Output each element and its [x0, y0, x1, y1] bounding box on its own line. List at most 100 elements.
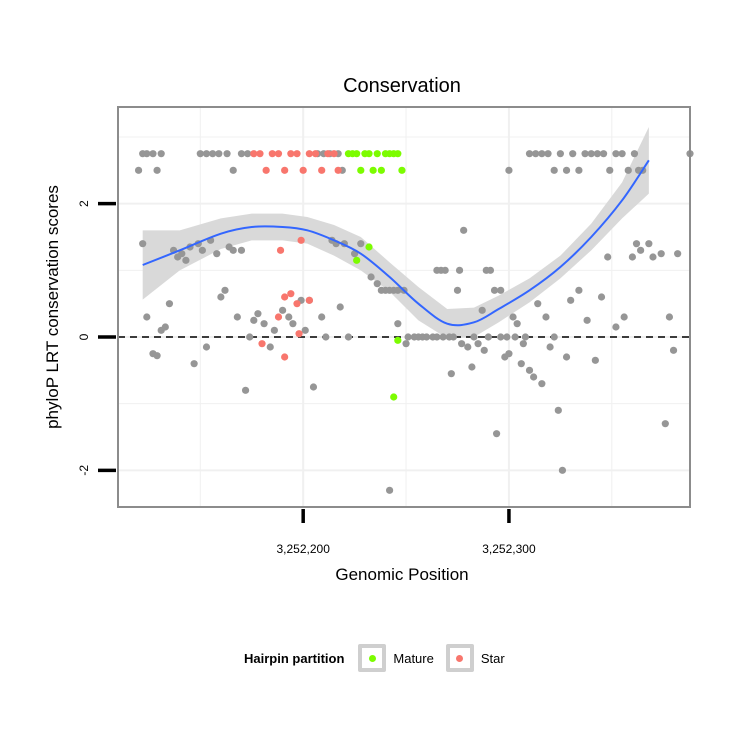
point-other — [260, 320, 268, 328]
point-other — [161, 323, 169, 331]
point-other — [567, 296, 575, 304]
point-other — [490, 286, 499, 294]
point-other — [233, 313, 241, 321]
point-other — [237, 150, 246, 158]
point-other — [525, 150, 534, 158]
point-mature — [369, 166, 377, 174]
point-other — [612, 323, 620, 331]
point-other — [285, 313, 293, 321]
point-other — [196, 150, 204, 158]
point-mature — [373, 150, 381, 158]
point-other — [624, 166, 632, 174]
point-other — [558, 466, 567, 474]
point-star — [293, 300, 301, 308]
point-other — [139, 240, 147, 248]
point-other — [657, 250, 665, 258]
x-tick-label: 3,252,200 — [276, 542, 330, 556]
point-other — [478, 306, 486, 314]
point-other — [270, 326, 278, 334]
point-other — [569, 150, 577, 158]
point-other — [556, 150, 564, 158]
point-other — [599, 150, 608, 158]
point-other — [143, 313, 151, 321]
point-other — [385, 486, 394, 494]
point-other — [357, 240, 365, 248]
legend-label-star: Star — [480, 650, 505, 666]
point-other — [538, 380, 546, 388]
point-other — [550, 333, 558, 341]
point-other — [373, 280, 381, 288]
point-other — [587, 150, 595, 158]
point-star — [305, 150, 313, 158]
legend-label-mature: Mature — [393, 650, 434, 666]
point-other — [202, 343, 211, 351]
point-star — [318, 166, 326, 174]
point-other — [513, 320, 521, 328]
point-other — [246, 333, 254, 341]
point-other — [544, 150, 552, 158]
point-star — [268, 150, 276, 158]
point-other — [309, 383, 318, 391]
y-tick-label: 2 — [77, 200, 91, 207]
point-other — [581, 150, 589, 158]
point-other — [530, 373, 538, 381]
point-other — [517, 360, 525, 368]
point-other — [266, 343, 274, 351]
point-other — [591, 356, 599, 364]
point-other — [447, 370, 455, 378]
point-other — [669, 346, 678, 354]
point-other — [441, 266, 449, 274]
point-star — [297, 236, 305, 244]
point-star — [287, 290, 295, 298]
point-other — [632, 240, 641, 248]
point-other — [519, 340, 527, 348]
point-star — [287, 150, 295, 158]
point-other — [486, 266, 495, 274]
point-other — [464, 343, 472, 351]
point-star — [281, 293, 289, 301]
point-other — [394, 320, 402, 328]
point-star — [293, 150, 301, 158]
point-other — [542, 313, 550, 321]
point-other — [474, 340, 482, 348]
x-axis-title: Genomic Position — [335, 565, 468, 584]
point-other — [525, 366, 534, 374]
point-star — [276, 246, 285, 254]
point-mature — [398, 166, 406, 174]
point-other — [165, 300, 174, 308]
point-other — [318, 313, 326, 321]
point-other — [221, 286, 229, 294]
mature-dot-icon — [368, 654, 376, 662]
point-other — [497, 286, 505, 294]
point-other — [198, 246, 206, 254]
confidence-ribbon — [142, 127, 649, 339]
point-other — [215, 150, 223, 158]
point-star — [299, 166, 307, 174]
axes: 3,252,200 3,252,300 -2 0 2 — [77, 200, 536, 556]
point-other — [244, 150, 252, 158]
point-other — [630, 150, 639, 158]
point-other — [237, 246, 246, 254]
point-mature — [357, 166, 365, 174]
point-other — [404, 333, 412, 341]
point-mature — [377, 166, 385, 174]
smooth-curve — [142, 159, 650, 327]
point-other — [254, 310, 262, 318]
point-other — [458, 340, 466, 348]
point-mature — [394, 150, 402, 158]
point-other — [628, 253, 636, 261]
point-other — [593, 150, 602, 158]
point-star — [281, 353, 289, 361]
point-other — [637, 246, 645, 254]
legend: Hairpin partition Mature Star — [244, 640, 517, 676]
point-other — [606, 166, 614, 174]
point-other — [575, 166, 583, 174]
smooth-curve-layer — [142, 159, 650, 327]
point-other — [157, 150, 165, 158]
point-other — [550, 166, 558, 174]
point-other — [665, 313, 674, 321]
legend-key-star — [445, 644, 474, 672]
point-other — [301, 326, 309, 334]
point-star — [262, 166, 270, 174]
point-other — [511, 333, 519, 341]
